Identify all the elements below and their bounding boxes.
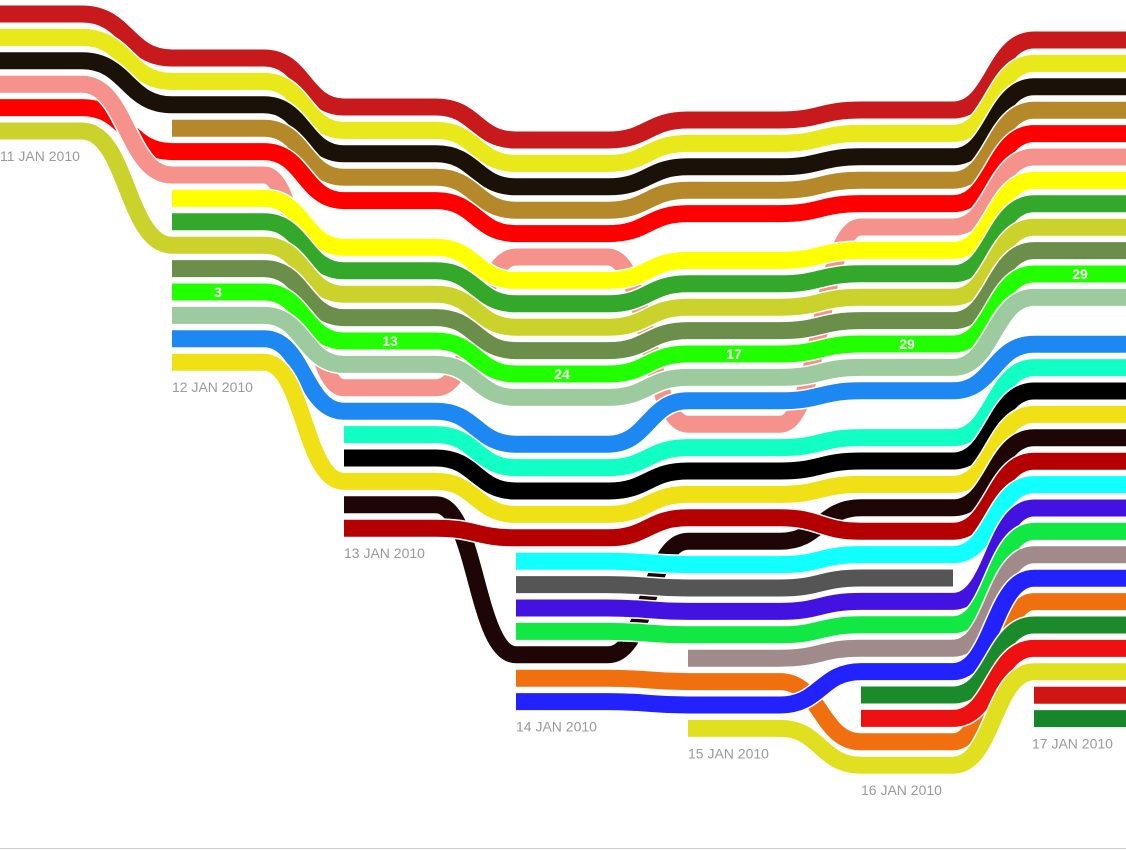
storyline-stream-6 bbox=[0, 75, 1126, 433]
value-label: 17 bbox=[726, 346, 742, 362]
date-label: 11 JAN 2010 bbox=[0, 148, 80, 164]
storyline-stream-5 bbox=[0, 99, 1126, 243]
storyline-series-18 bbox=[344, 451, 1126, 548]
storyline-series-7 bbox=[172, 170, 1126, 291]
storyline-series-1 bbox=[0, 4, 1126, 150]
storyline-stream-2 bbox=[0, 28, 1126, 172]
value-label: 29 bbox=[1072, 266, 1088, 282]
storyline-series-2 bbox=[0, 27, 1126, 174]
storyline-stream-3 bbox=[0, 52, 1126, 196]
storyline-series-9 bbox=[0, 121, 1126, 338]
storyline-stream-21 bbox=[516, 499, 1126, 620]
date-label: 15 JAN 2010 bbox=[688, 745, 769, 761]
bottom-rule bbox=[0, 848, 1126, 849]
date-labels: 11 JAN 2010 12 JAN 2010 13 JAN 2010 14 JAN … bbox=[0, 148, 1113, 798]
storyline-series-25 bbox=[516, 568, 1126, 715]
storyline-stream-22 bbox=[516, 522, 1126, 644]
value-label: 3 bbox=[214, 284, 222, 300]
storyline-series-19 bbox=[516, 474, 1126, 575]
date-label: 17 JAN 2010 bbox=[1032, 736, 1113, 752]
storyline-stream-11 bbox=[172, 265, 1126, 383]
storyline-series-5 bbox=[0, 97, 1126, 244]
value-label: 24 bbox=[554, 366, 570, 382]
storyline-stream-18 bbox=[344, 452, 1126, 547]
storyline-stream-15 bbox=[344, 382, 1126, 500]
storyline-stream-20 bbox=[516, 569, 953, 597]
storyline-series-27 bbox=[861, 638, 1126, 729]
storyline-stream-4 bbox=[172, 101, 1126, 219]
storyline-stream-8 bbox=[172, 195, 1126, 313]
storyline-series-23 bbox=[688, 544, 1126, 669]
storyline-series-21 bbox=[516, 498, 1126, 622]
storyline-stream-17 bbox=[344, 429, 1126, 664]
date-label: 16 JAN 2010 bbox=[861, 782, 942, 798]
storyline-stream-1 bbox=[0, 5, 1126, 149]
storyline-series-28 bbox=[688, 661, 1126, 776]
storyline-stream-10 bbox=[172, 242, 1126, 360]
storyline-stream-9 bbox=[0, 122, 1126, 336]
storyline-series-12 bbox=[172, 287, 1126, 408]
storyline-stream-28 bbox=[688, 663, 1126, 774]
storyline-streams bbox=[0, 4, 1126, 776]
storyline-stream-27 bbox=[861, 639, 1126, 727]
storyline-series-4 bbox=[172, 100, 1126, 221]
storyline-series-13 bbox=[172, 328, 1126, 455]
storyline-series-10 bbox=[172, 240, 1126, 361]
value-labels: 3 13 24 17 29 29 bbox=[214, 266, 1088, 382]
storyline-series-22 bbox=[516, 521, 1126, 645]
storyline-series-14 bbox=[344, 357, 1126, 478]
storyline-stream-26 bbox=[861, 616, 1126, 704]
storyline-series-15 bbox=[344, 381, 1126, 501]
value-label: 29 bbox=[899, 336, 915, 352]
storyline-series-17 bbox=[344, 427, 1126, 665]
storyline-stream-16 bbox=[172, 353, 1126, 523]
storyline-series-6 bbox=[0, 74, 1126, 435]
storyline-series-26 bbox=[861, 615, 1126, 705]
storyline-stream-12 bbox=[172, 288, 1126, 406]
storyline-stream-23 bbox=[688, 546, 1126, 667]
storyline-stream-14 bbox=[344, 359, 1126, 477]
storyline-stream-25 bbox=[516, 569, 1126, 714]
storyline-series-16 bbox=[172, 352, 1126, 525]
storyline-series-20 bbox=[516, 568, 953, 598]
date-label: 12 JAN 2010 bbox=[172, 379, 253, 395]
storyline-stream-19 bbox=[516, 476, 1126, 574]
storyline-stream-7 bbox=[172, 171, 1126, 289]
storyline-series-11 bbox=[172, 264, 1126, 384]
value-label: 13 bbox=[382, 333, 398, 349]
date-label: 13 JAN 2010 bbox=[344, 545, 425, 561]
date-label: 14 JAN 2010 bbox=[516, 719, 597, 735]
storyline-stream-13 bbox=[172, 330, 1126, 453]
storyline-series-3 bbox=[0, 50, 1126, 197]
storyline-series-8 bbox=[172, 193, 1126, 314]
